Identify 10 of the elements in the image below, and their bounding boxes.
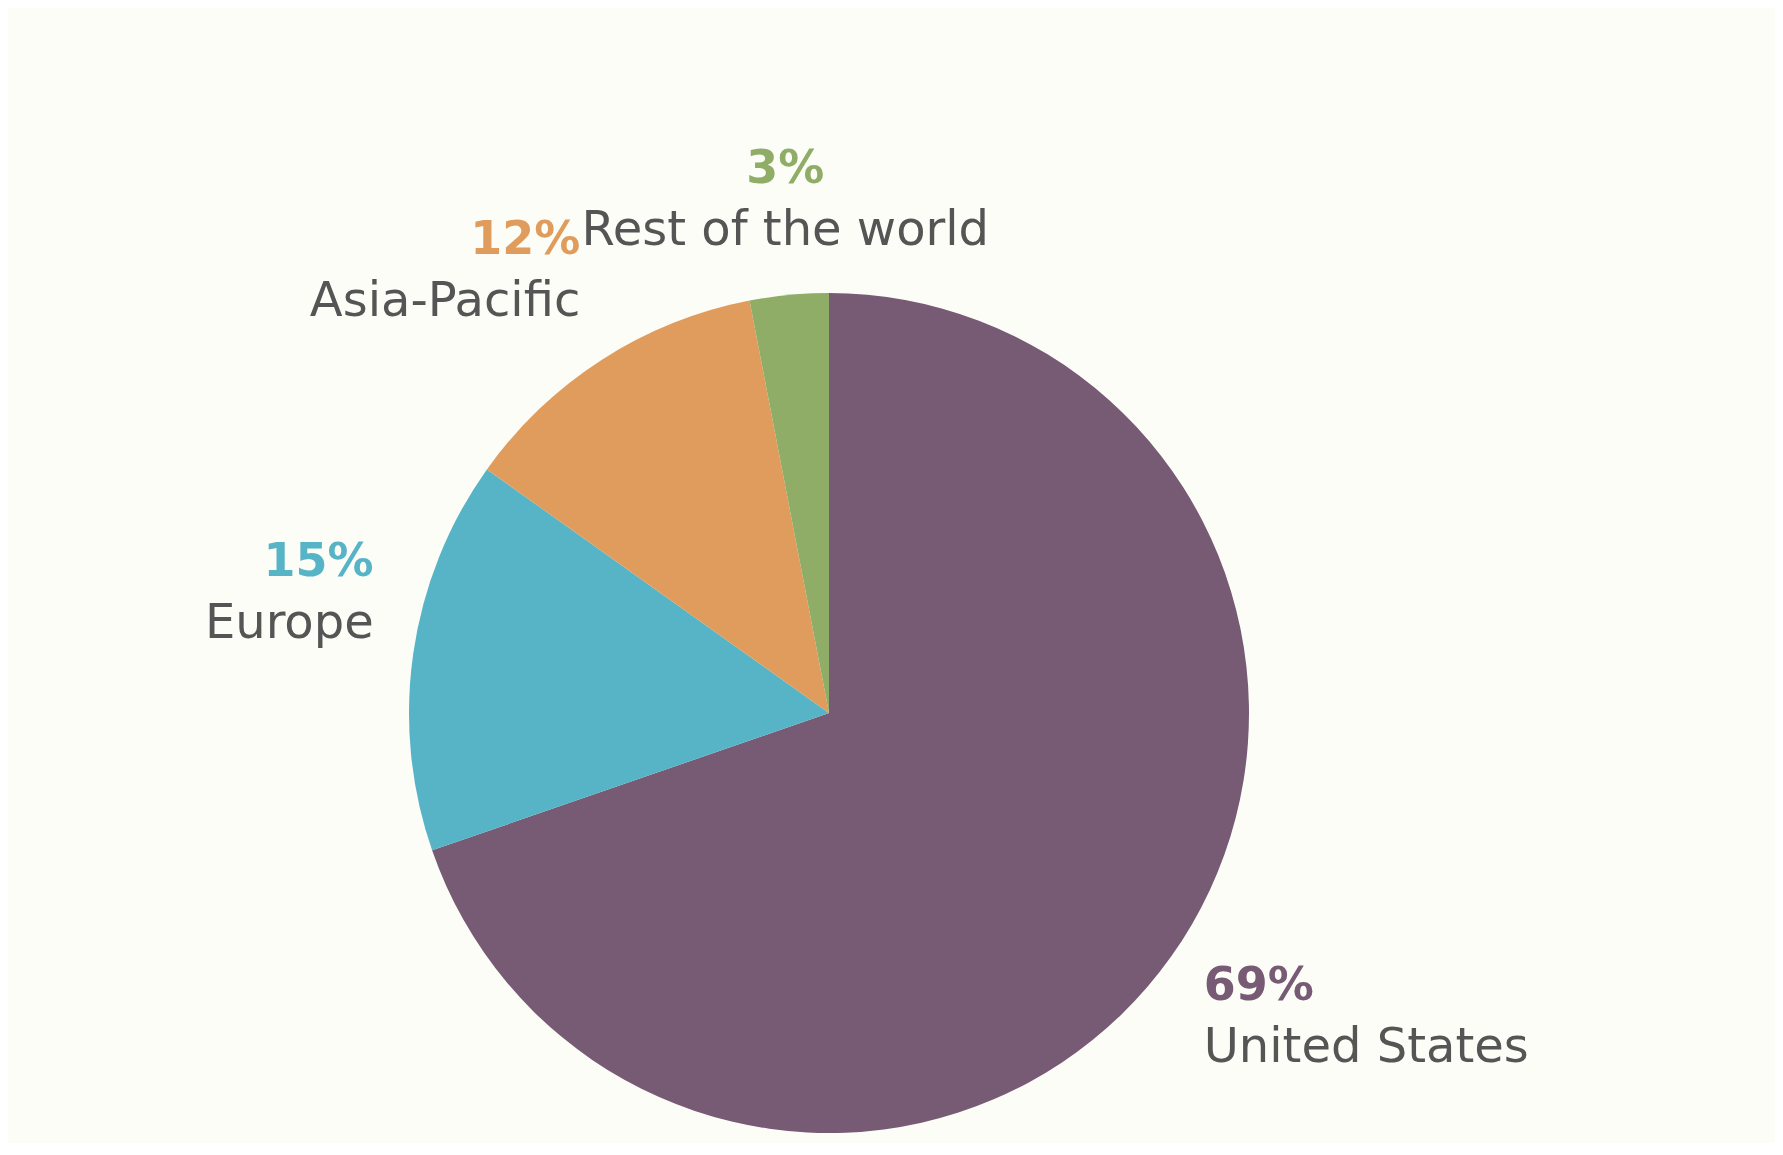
slice-label: Asia-Pacific <box>309 271 581 328</box>
slice-label: United States <box>1203 1016 1529 1073</box>
data-label: 12% <box>470 211 581 266</box>
slice-label: Europe <box>204 592 374 649</box>
slice-label: Rest of the world <box>581 200 990 257</box>
data-label: 15% <box>263 532 374 587</box>
pie-slice <box>749 293 829 713</box>
pie-slice <box>409 469 829 851</box>
data-label: 69% <box>1203 956 1314 1011</box>
data-label: 3% <box>746 140 825 195</box>
